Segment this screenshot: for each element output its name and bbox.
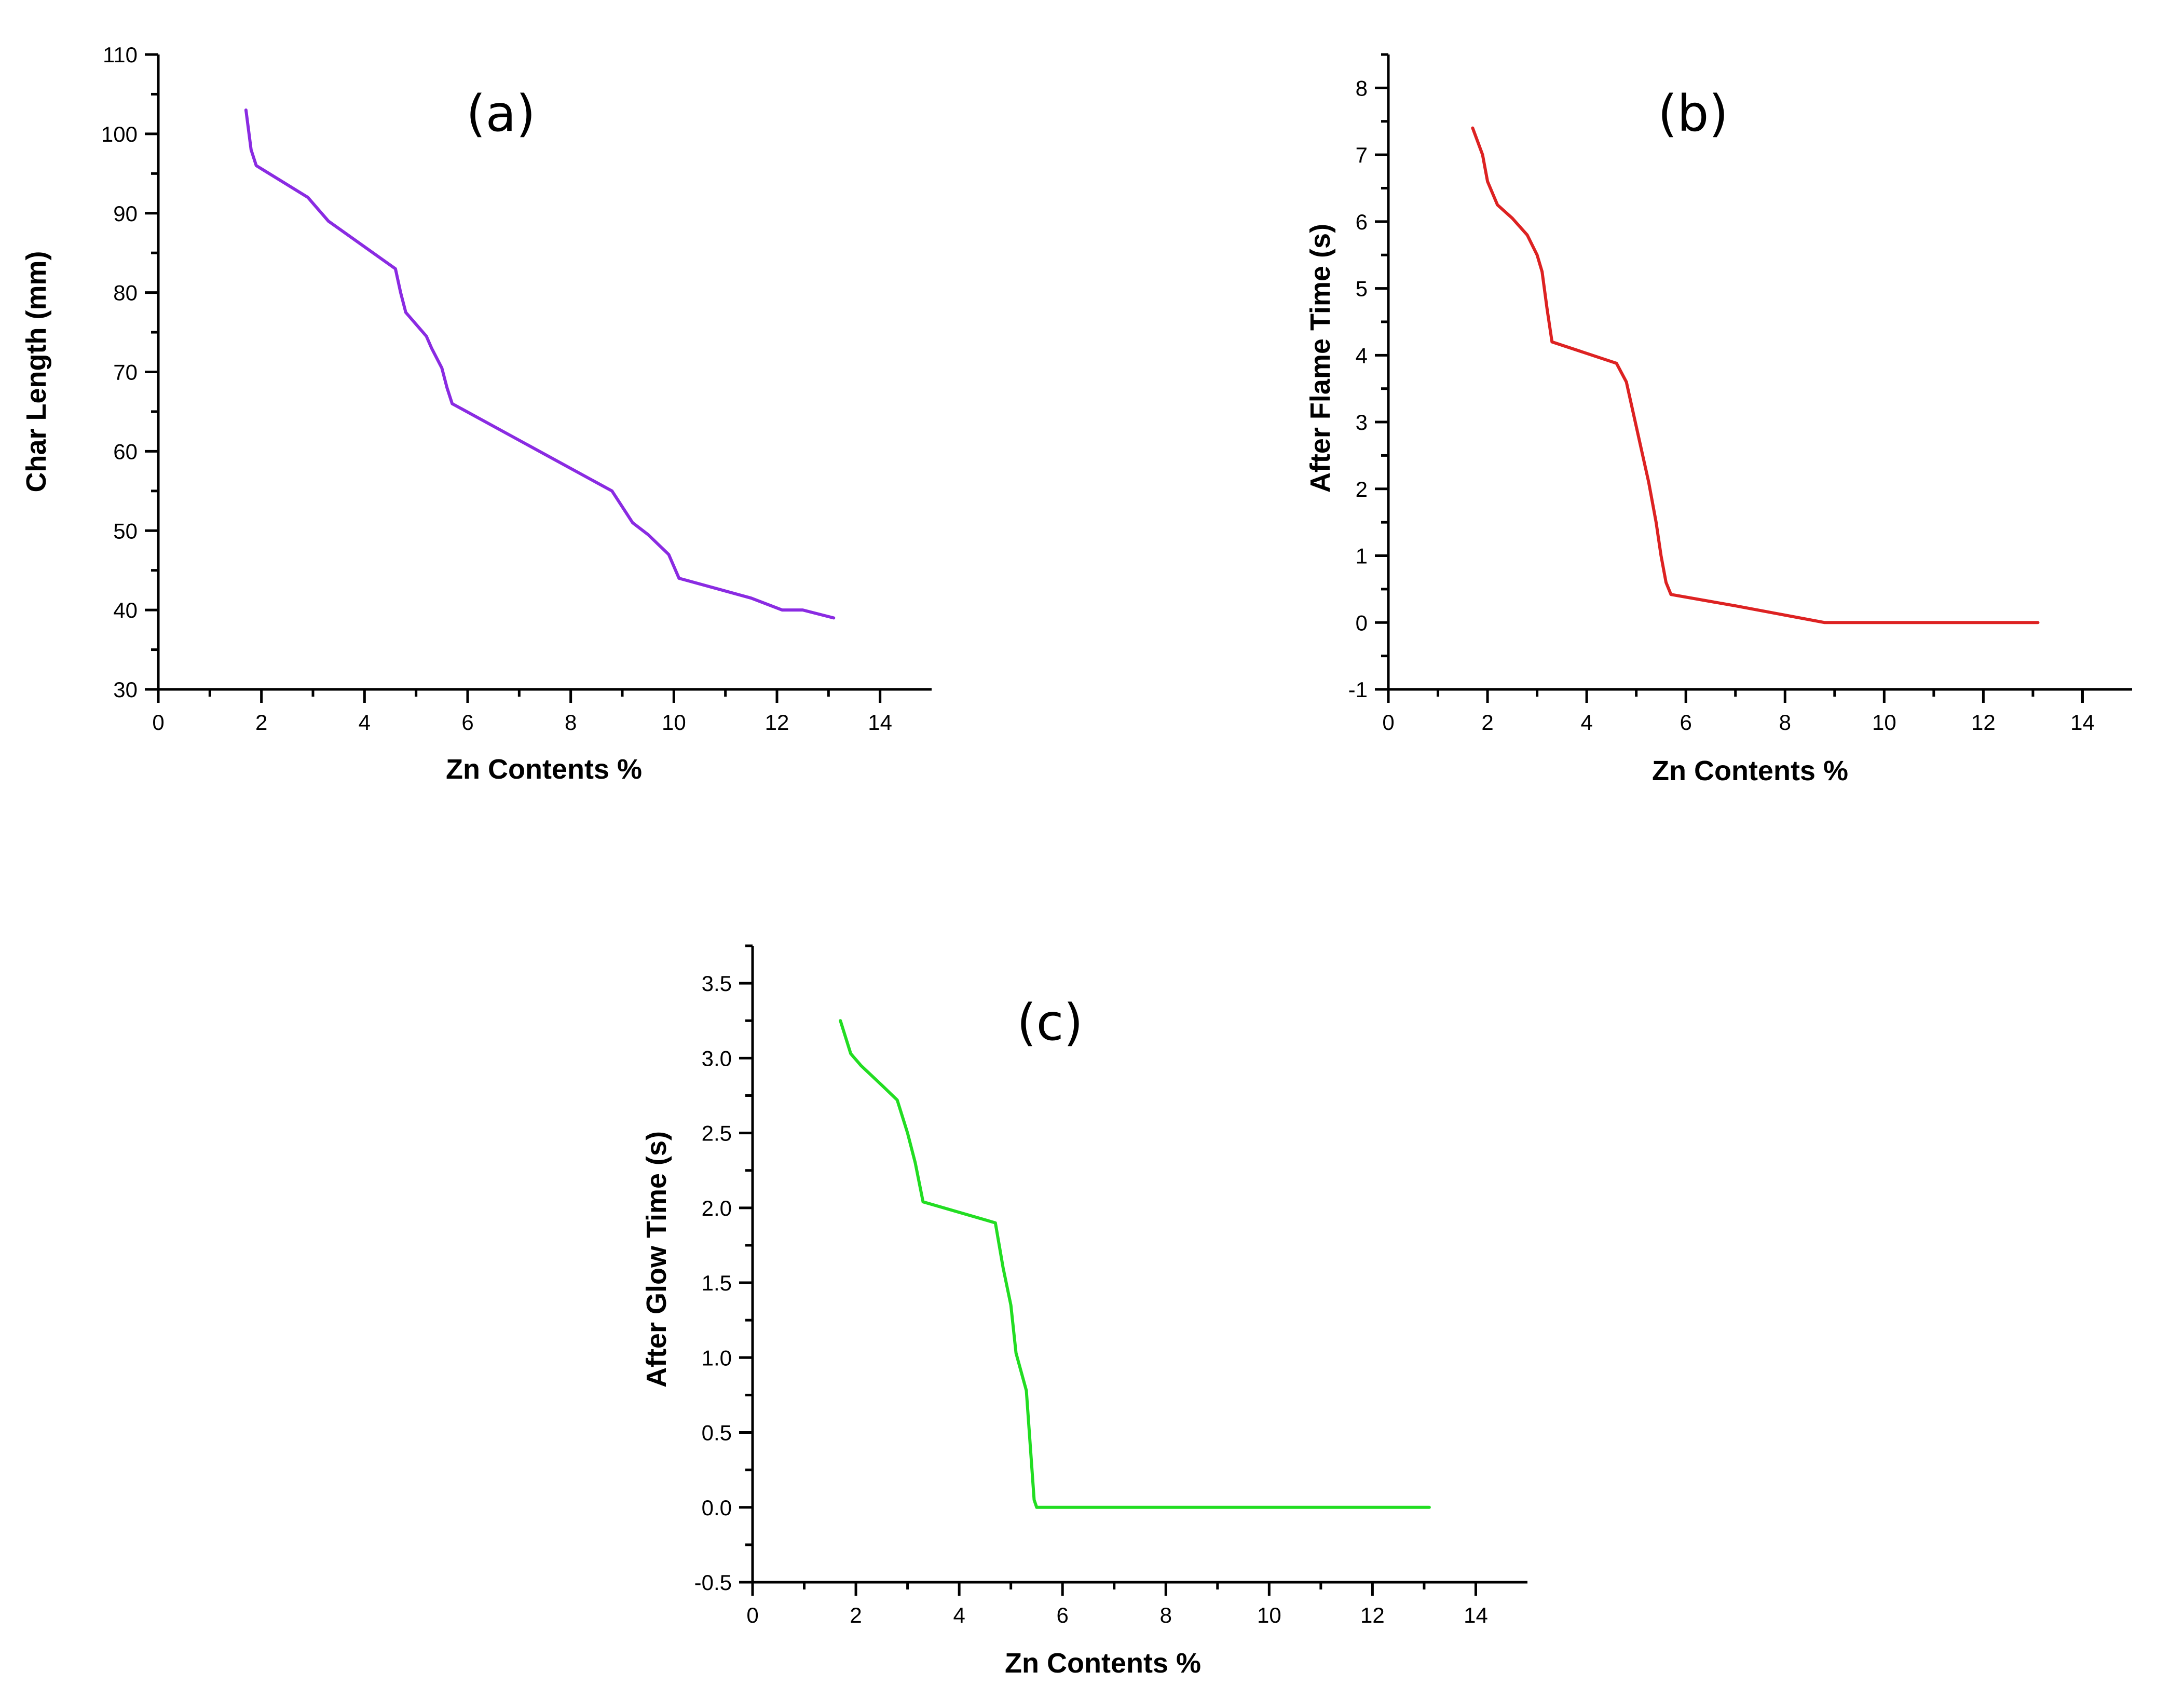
y-tick-label: 90 [113, 201, 138, 226]
x-tick-label: 14 [1464, 1603, 1488, 1627]
x-tick-label: 2 [1481, 710, 1493, 735]
x-tick-label: 6 [1057, 1603, 1069, 1627]
y-tick-label: 40 [113, 598, 138, 622]
x-tick-label: 6 [1680, 710, 1692, 735]
y-tick-label: 30 [113, 677, 138, 702]
y-tick-label: 0 [1356, 610, 1368, 635]
x-tick-label: 8 [1160, 1603, 1172, 1627]
y-tick-label: 1.0 [702, 1346, 732, 1370]
series-line-after-flame [1471, 126, 2040, 624]
chart-panel-a: (a) 0 2 4 6 8 10 12 14 30 40 50 60 70 80 90 100 110 Zn C… [21, 43, 932, 785]
x-tick-label: 4 [1580, 710, 1592, 735]
x-tick-label: 10 [662, 710, 686, 735]
y-tick-label: 1.5 [702, 1271, 732, 1295]
y-tick-label: 6 [1356, 210, 1368, 234]
x-tick-label: 14 [2070, 710, 2095, 735]
x-tick-label: 0 [152, 710, 164, 735]
x-tick-label: 12 [1971, 710, 1996, 735]
y-tick-label: 8 [1356, 76, 1368, 100]
y-axis-title-a: Char Length (mm) [21, 251, 52, 493]
x-tick-label: 10 [1257, 1603, 1281, 1627]
x-tick-label: 2 [850, 1603, 862, 1627]
chart-panel-c: (c) 0 2 4 6 8 10 12 14 -0.5 0.0 0.5 1.0 1.5 2.0 2.5 3.0… [641, 944, 1527, 1679]
x-tick-label: 0 [1382, 710, 1394, 735]
x-tick-label: 10 [1872, 710, 1896, 735]
x-tick-label: 14 [868, 710, 892, 735]
y-tick-label: 70 [113, 360, 138, 385]
x-axis-title-a: Zn Contents % [446, 754, 642, 785]
y-tick-label: 5 [1356, 277, 1368, 301]
y-tick-label: 3 [1356, 410, 1368, 434]
y-tick-label: 3.0 [702, 1046, 732, 1070]
x-axis-title-b: Zn Contents % [1652, 755, 1848, 786]
y-tick-label: 100 [101, 122, 138, 146]
y-axis-title-b: After Flame Time (s) [1305, 224, 1336, 493]
x-tick-label: 6 [461, 710, 473, 735]
y-tick-label: 110 [103, 43, 138, 67]
y-tick-label: 3.5 [702, 971, 732, 996]
x-tick-label: 8 [565, 710, 577, 735]
y-tick-label: 2.5 [702, 1121, 732, 1146]
y-tick-label: -1 [1348, 677, 1368, 702]
chart-title-b: (b) [1658, 85, 1728, 143]
y-tick-label: 7 [1356, 143, 1368, 167]
tick-group-a: 0 2 4 6 8 10 12 14 30 40 50 60 70 80 90 100 110 [101, 43, 892, 735]
y-tick-label: 0.0 [702, 1496, 732, 1520]
chart-title-a: (a) [466, 85, 536, 143]
x-tick-label: 2 [255, 710, 267, 735]
chart-title-c: (c) [1017, 994, 1083, 1052]
y-tick-label: 2.0 [702, 1196, 732, 1220]
y-tick-label: 80 [113, 281, 138, 305]
y-tick-label: 50 [113, 519, 138, 543]
x-axis-title-c: Zn Contents % [1005, 1648, 1201, 1679]
y-tick-label: 0.5 [702, 1421, 732, 1445]
y-tick-label: 60 [113, 439, 138, 464]
x-tick-label: 12 [1360, 1603, 1385, 1627]
x-tick-label: 4 [953, 1603, 965, 1627]
y-tick-label: 1 [1356, 544, 1368, 568]
x-tick-label: 0 [746, 1603, 758, 1627]
y-tick-label: -0.5 [694, 1570, 732, 1595]
series-line-char-length [244, 108, 836, 620]
tick-group-c: 0 2 4 6 8 10 12 14 -0.5 0.0 0.5 1.0 1.5 2.0 2.5 3.0 3.5 [694, 944, 1488, 1627]
series-line-after-glow [839, 1019, 1431, 1509]
x-tick-label: 4 [359, 710, 371, 735]
y-tick-label: 4 [1356, 343, 1368, 368]
y-tick-label: 2 [1356, 477, 1368, 501]
x-tick-label: 8 [1779, 710, 1791, 735]
x-tick-label: 12 [765, 710, 789, 735]
y-axis-title-c: After Glow Time (s) [641, 1131, 672, 1388]
